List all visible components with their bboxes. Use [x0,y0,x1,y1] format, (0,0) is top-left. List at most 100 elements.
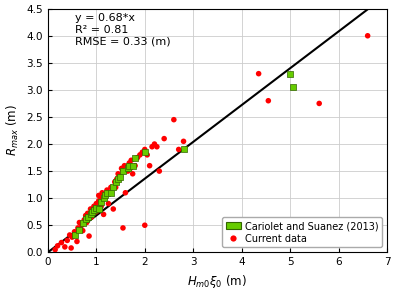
Point [149,144,155,149]
Point [93,209,99,214]
Point [115,171,121,176]
X-axis label: $H_{m0}\xi_0$ (m): $H_{m0}\xi_0$ (m) [188,273,247,290]
Point [83,213,89,218]
Point [112,180,118,184]
Point [132,155,138,160]
Point [76,220,83,225]
Point [124,169,131,173]
Point [79,223,85,228]
Point [129,171,136,176]
Point [104,188,110,192]
Point [91,208,97,212]
Point [102,196,108,200]
Point [61,244,68,249]
Point [93,206,99,210]
Point [79,228,86,233]
Point [126,163,132,168]
Point [120,169,126,173]
Point [316,101,322,106]
Point [68,246,74,250]
Point [142,147,148,152]
Point [134,155,141,160]
Point [87,212,94,217]
Point [67,233,73,237]
Point [142,223,148,228]
Point [95,199,102,203]
Point [101,212,107,217]
Y-axis label: $R_{max}$ (m): $R_{max}$ (m) [5,105,21,156]
Point [95,193,102,198]
Point [126,161,132,165]
Point [289,85,296,90]
Point [117,174,123,179]
Point [121,163,128,168]
Point [110,185,117,190]
Point [265,98,271,103]
Point [154,144,160,149]
Point [120,169,126,173]
Point [113,177,120,182]
Point [129,163,136,168]
Point [137,153,143,157]
Point [120,226,126,230]
Point [364,218,371,222]
Point [151,142,158,146]
Point [71,229,78,234]
Point [139,150,146,155]
Point [161,136,167,141]
Point [113,185,119,190]
Point [81,218,87,222]
Point [180,139,187,144]
Point [98,200,105,205]
Point [110,207,117,211]
Point [180,147,187,152]
Point [104,191,110,195]
Point [69,235,75,240]
Point [74,239,80,244]
Point [105,201,112,206]
Point [54,244,61,248]
Point [87,207,94,211]
Point [103,193,109,198]
Point [142,150,148,155]
Point [64,238,71,243]
Legend: Cariolet and Suanez (2013), Current data: Cariolet and Suanez (2013), Current data [222,217,382,247]
Point [156,169,162,173]
Point [88,215,95,220]
Point [113,180,119,184]
Point [85,215,91,220]
Point [117,174,124,179]
Point [122,191,128,195]
Point [95,207,102,211]
Point [91,204,97,209]
Point [85,211,91,216]
Point [58,240,65,245]
Point [255,71,262,76]
Point [93,201,99,206]
Point [71,233,78,237]
Point [86,234,92,238]
Point [128,158,134,163]
Point [364,33,371,38]
Point [108,185,114,190]
Point [98,196,105,200]
Point [107,191,113,195]
Point [101,196,107,200]
Point [176,147,182,152]
Point [89,209,96,214]
Point [108,191,114,195]
Point [287,71,293,76]
Point [83,220,90,225]
Point [127,166,133,171]
Point [119,166,125,171]
Text: y = 0.68*x
R² = 0.81
RMSE = 0.33 (m): y = 0.68*x R² = 0.81 RMSE = 0.33 (m) [75,13,170,46]
Point [124,166,131,171]
Point [52,247,58,252]
Point [146,163,153,168]
Point [76,227,83,232]
Point [102,193,108,198]
Point [79,220,86,225]
Point [132,163,138,168]
Point [144,153,150,157]
Point [83,216,89,221]
